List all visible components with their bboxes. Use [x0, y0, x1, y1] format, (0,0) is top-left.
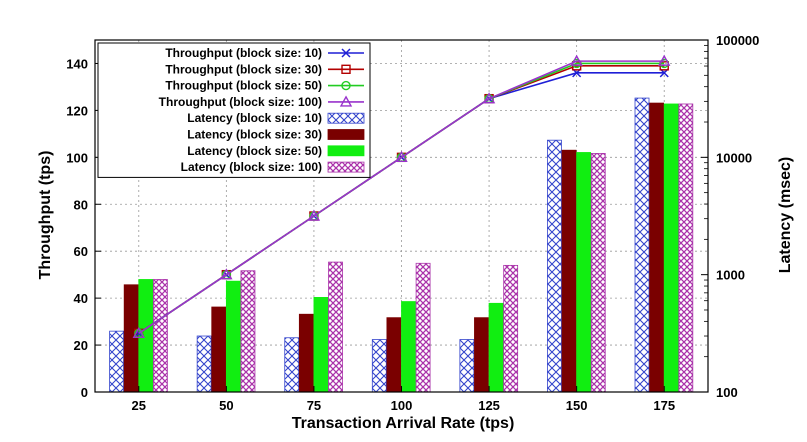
legend-bar-swatch	[327, 145, 365, 157]
x-axis-label: Transaction Arrival Rate (tps)	[292, 415, 515, 432]
latency-bar	[109, 330, 124, 393]
legend-box	[97, 42, 371, 178]
line-point	[307, 209, 321, 221]
y-tick-label: 40	[74, 291, 88, 306]
y2-axis-label: Latency (msec)	[777, 157, 794, 274]
x-tick-label: 150	[566, 398, 588, 413]
latency-bar	[678, 103, 694, 393]
line-point	[341, 80, 351, 91]
latency-bars	[109, 97, 694, 393]
line-point	[395, 150, 408, 163]
line-point	[570, 54, 583, 66]
line-point	[220, 268, 233, 280]
latency-bar	[576, 152, 592, 393]
legend-label: Throughput (block size: 50)	[165, 79, 322, 93]
legend-label: Throughput (block size: 30)	[165, 62, 322, 76]
y2-tick-label: 1000	[716, 268, 745, 283]
latency-bar	[386, 317, 402, 393]
latency-bar	[298, 313, 314, 393]
line-point	[658, 54, 671, 66]
x-tick-label: 100	[391, 398, 413, 413]
latency-bar	[547, 139, 562, 393]
legend-label: Latency (block size: 50)	[187, 144, 322, 158]
legend-label: Latency (block size: 10)	[187, 111, 322, 125]
x-tick-label: 175	[653, 398, 675, 413]
legend: Throughput (block size: 10) Throughput (b…	[97, 42, 371, 178]
legend-bar-swatch	[327, 161, 365, 173]
latency-bar	[474, 317, 489, 393]
x-tick-label: 50	[219, 398, 233, 413]
latency-bar	[313, 297, 329, 393]
y2-tick-label: 10000	[716, 150, 752, 165]
y-tick-label: 0	[81, 385, 88, 400]
legend-bar-swatch	[327, 112, 365, 124]
line-point	[341, 64, 351, 75]
y2-tick-label: 100	[716, 385, 738, 400]
latency-bar	[663, 103, 679, 393]
y-tick-label: 80	[74, 197, 88, 212]
axes: 0 20 40 60 80 100 120 140 100 1000 10000 100000 25 50…	[66, 33, 759, 413]
legend-label: Latency (block size: 100)	[181, 160, 322, 174]
legend-label: Throughput (block size: 100)	[159, 95, 322, 109]
throughput-lines	[132, 54, 671, 339]
throughput-line	[138, 60, 665, 334]
line-point	[132, 326, 145, 339]
latency-bar	[459, 339, 475, 393]
latency-bar	[503, 264, 519, 393]
y-tick-label: 60	[74, 244, 88, 259]
latency-bar	[211, 306, 227, 393]
latency-bar	[152, 279, 168, 393]
latency-bar	[284, 337, 300, 393]
legend-label: Throughput (block size: 10)	[165, 46, 322, 60]
latency-bar	[634, 97, 650, 393]
y-tick-label: 20	[74, 338, 88, 353]
line-point	[339, 95, 353, 107]
line-point	[482, 92, 496, 104]
plot-frame	[94, 39, 709, 393]
line-point	[341, 48, 351, 58]
y-tick-label: 120	[66, 103, 88, 118]
legend-label: Latency (block size: 30)	[187, 128, 322, 142]
latency-bar	[196, 335, 212, 393]
latency-bar	[415, 262, 431, 393]
latency-bar	[401, 301, 416, 393]
latency-bar	[561, 149, 577, 393]
y-axis-label: Throughput (tps)	[37, 151, 54, 280]
y-tick-label: 100	[66, 150, 88, 165]
x-tick-label: 75	[307, 398, 321, 413]
x-tick-label: 25	[132, 398, 146, 413]
latency-bar	[328, 261, 343, 393]
latency-bar	[225, 280, 241, 393]
x-tick-label: 125	[478, 398, 500, 413]
latency-bar	[240, 270, 256, 393]
y-tick-label: 140	[66, 56, 88, 71]
y2-tick-label: 100000	[716, 33, 759, 48]
latency-bar	[590, 153, 606, 393]
legend-bar-swatch	[327, 129, 365, 140]
latency-bar	[371, 339, 387, 393]
latency-bar	[488, 302, 504, 393]
latency-bar	[123, 284, 139, 393]
latency-bar	[649, 102, 665, 393]
